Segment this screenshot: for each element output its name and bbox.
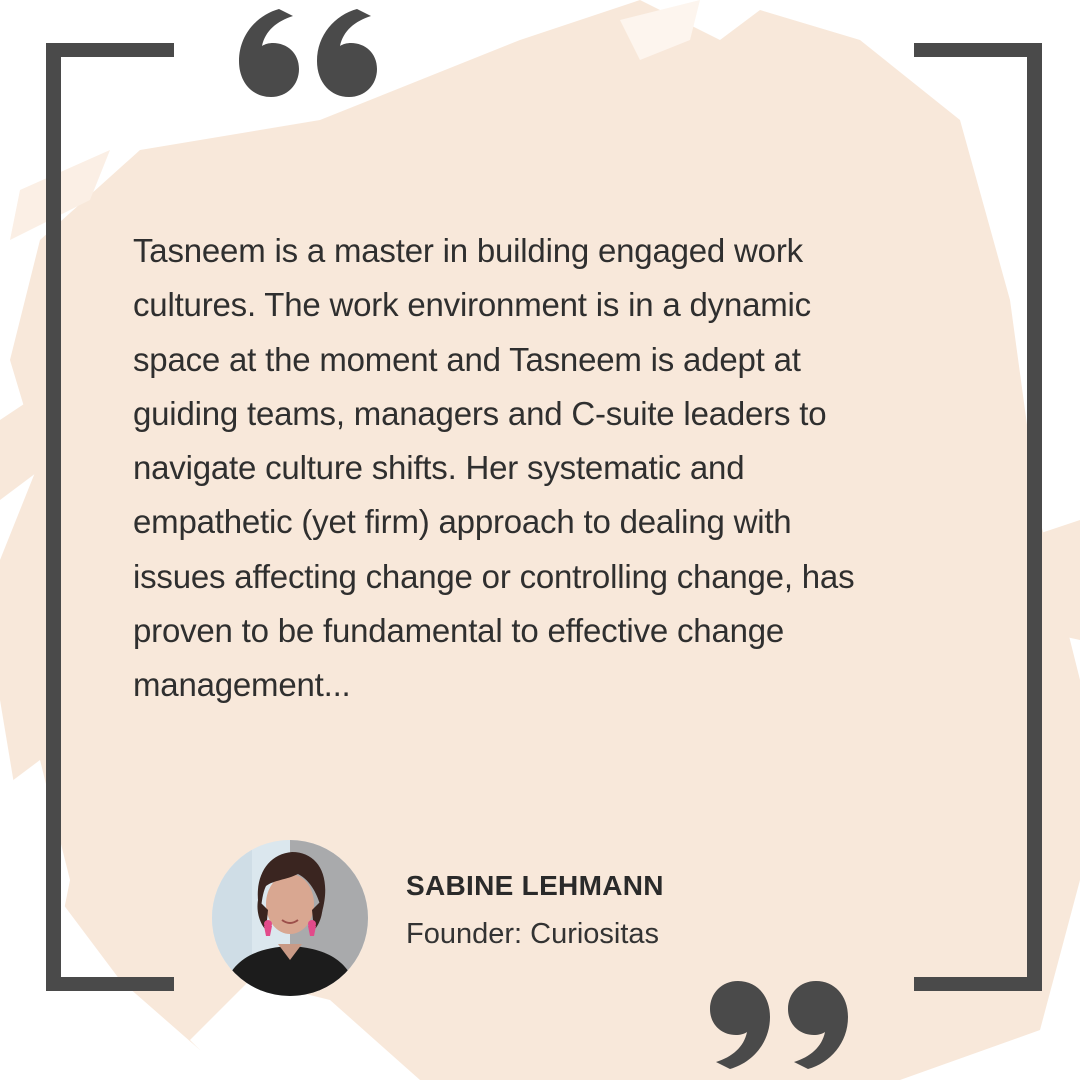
quote-line: empathetic (yet firm) approach to dealin… [133,503,792,541]
quote-line: navigate culture shifts. Her systematic … [133,449,745,487]
author-role: Founder: Curiositas [406,918,660,950]
close-quote-icon [710,981,848,1069]
right-bracket-frame [914,43,1042,991]
author-avatar [212,840,368,996]
quote-line: cultures. The work environment is in a d… [133,286,811,324]
quote-line: proven to be fundamental to effective ch… [133,612,785,650]
quote-line: guiding teams, managers and C-suite lead… [133,394,827,432]
author-name: SABINE LEHMANN [406,870,664,901]
left-bracket-frame [46,43,174,991]
quote-line: space at the moment and Tasneem is adept… [133,340,801,378]
quote-line: issues affecting change or controlling c… [133,557,855,595]
open-quote-icon [239,9,377,97]
testimonial-quote: Tasneem is a master in building engaged … [133,224,933,713]
quote-line: management... [133,666,351,704]
quote-line: Tasneem is a master in building engaged … [133,232,803,269]
